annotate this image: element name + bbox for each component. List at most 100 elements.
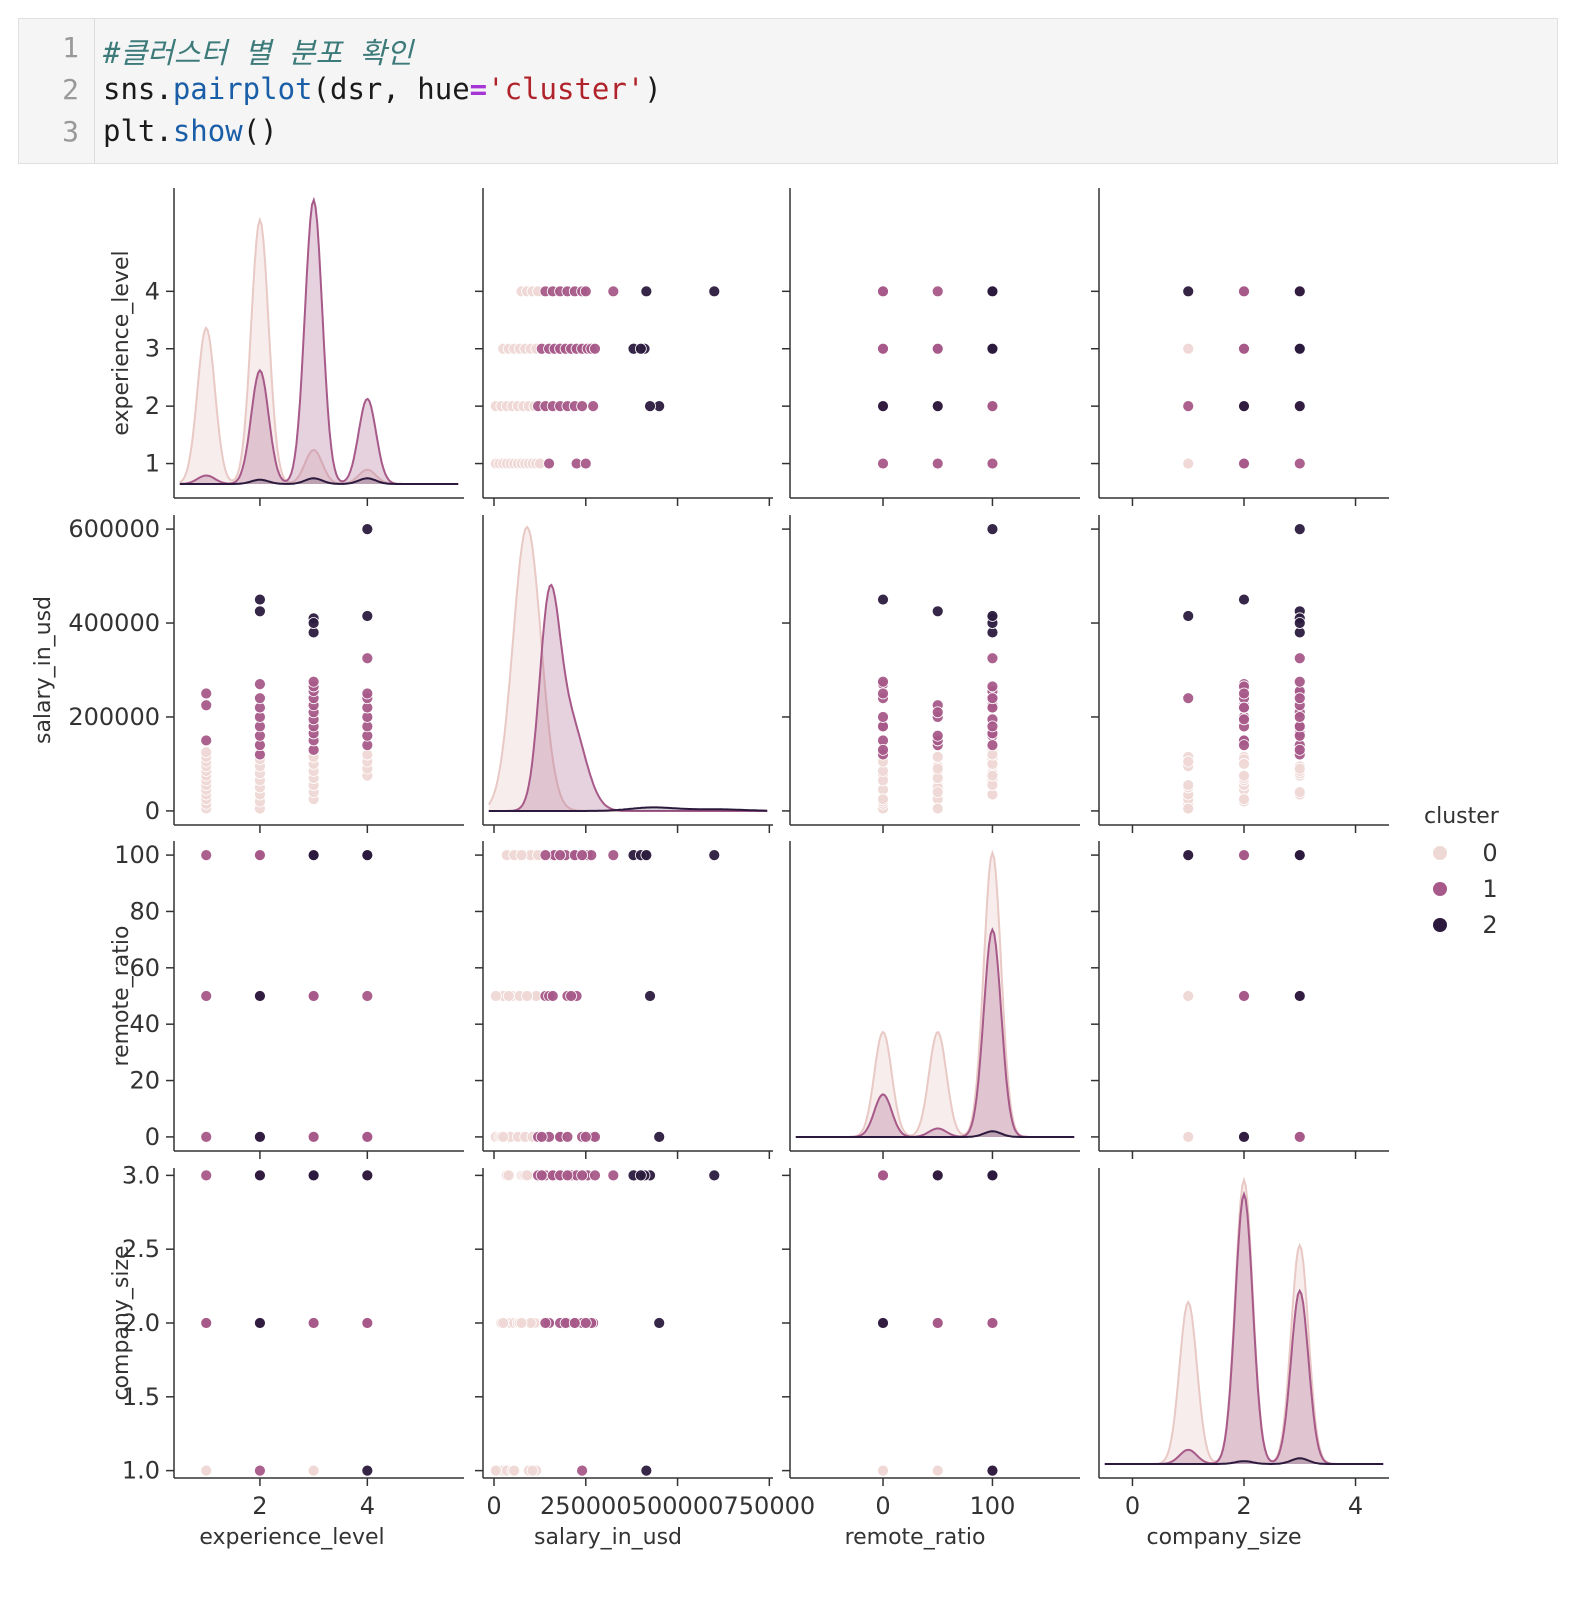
scatter-point-cluster-2 <box>644 990 656 1002</box>
y-tick-label: 4 <box>145 277 160 305</box>
scatter-point-cluster-1 <box>877 1169 889 1182</box>
scatter-point-cluster-0 <box>1182 342 1195 355</box>
legend-label: 1 <box>1482 875 1497 903</box>
x-tick-label: 750000 <box>724 1492 816 1520</box>
scatter-point-cluster-2 <box>1182 285 1195 298</box>
scatter-point-cluster-1 <box>200 1169 213 1182</box>
scatter-point-cluster-1 <box>931 729 944 742</box>
scatter-point-cluster-2 <box>361 1169 374 1182</box>
scatter-point-cluster-0 <box>931 1464 944 1477</box>
scatter-point-cluster-1 <box>986 400 999 413</box>
scatter-point-cluster-2 <box>1182 849 1195 861</box>
kde-area-cluster-0 <box>179 219 459 484</box>
scatter-point-cluster-1 <box>1182 692 1195 705</box>
kde-line-cluster-2 <box>179 477 459 485</box>
scatter-point-cluster-1 <box>307 990 320 1002</box>
scatter-point-cluster-1 <box>200 1131 213 1143</box>
code-token: sns. <box>103 72 173 106</box>
kde-area-cluster-0 <box>1104 1180 1384 1464</box>
subplot-remote_ratio-vs-experience_level <box>166 841 464 1159</box>
y-tick-label: 0 <box>145 797 160 825</box>
code-operator: = <box>469 72 488 106</box>
scatter-point-cluster-1 <box>877 675 889 688</box>
scatter-point-cluster-1 <box>254 849 266 861</box>
scatter-point-cluster-0 <box>877 793 889 806</box>
subplot-company_size-vs-experience_level <box>166 1168 464 1486</box>
scatter-point-cluster-0 <box>1182 779 1195 791</box>
code-cell[interactable]: 1 2 3 #클러스터 별 분포 확인 sns.pairplot(dsr, hu… <box>18 18 1558 164</box>
code-line-2[interactable]: sns.pairplot(dsr, hue='cluster') <box>103 72 662 106</box>
code-comment: #클러스터 별 분포 확인 <box>103 36 413 70</box>
scatter-point-cluster-2 <box>254 593 266 606</box>
scatter-point-cluster-2 <box>254 1131 266 1143</box>
scatter-point-cluster-2 <box>877 593 889 606</box>
subplot-salary_in_usd-vs-remote_ratio <box>782 515 1080 833</box>
scatter-point-cluster-0 <box>877 1464 889 1477</box>
subplot-experience_level-vs-remote_ratio <box>782 188 1080 506</box>
scatter-point-cluster-1 <box>361 687 374 700</box>
scatter-point-cluster-1 <box>561 1131 574 1143</box>
scatter-point-cluster-0 <box>931 762 944 775</box>
scatter-point-cluster-1 <box>589 342 601 355</box>
scatter-point-cluster-0 <box>931 750 944 763</box>
legend-marker-cluster-0 <box>1433 846 1447 860</box>
x-tick-label: 4 <box>1348 1492 1363 1520</box>
scatter-point-cluster-2 <box>634 342 647 355</box>
scatter-point-cluster-1 <box>1293 692 1306 705</box>
scatter-point-cluster-1 <box>1293 1131 1306 1143</box>
x-tick-label: 500000 <box>632 1492 724 1520</box>
scatter-point-cluster-2 <box>708 849 721 861</box>
scatter-point-cluster-1 <box>931 342 944 355</box>
scatter-point-cluster-1 <box>1238 713 1250 726</box>
scatter-point-cluster-1 <box>1182 400 1195 413</box>
scatter-point-cluster-1 <box>576 1169 589 1182</box>
scatter-point-cluster-1 <box>254 678 266 690</box>
scatter-point-cluster-1 <box>986 457 999 470</box>
scatter-point-cluster-2 <box>307 617 320 629</box>
scatter-point-cluster-1 <box>361 1317 374 1329</box>
legend-marker-cluster-1 <box>1433 882 1447 896</box>
scatter-point-cluster-2 <box>931 605 944 618</box>
scatter-point-cluster-1 <box>1293 675 1306 688</box>
scatter-point-cluster-0 <box>986 769 999 782</box>
scatter-point-cluster-1 <box>1293 652 1306 665</box>
kde-area-cluster-1 <box>795 929 1075 1137</box>
scatter-point-cluster-1 <box>307 675 320 688</box>
x-tick-label: 0 <box>486 1492 501 1520</box>
scatter-point-cluster-2 <box>361 849 374 861</box>
scatter-point-cluster-2 <box>931 1169 944 1182</box>
subplot-remote_ratio-vs-remote_ratio <box>789 841 1080 1159</box>
scatter-point-cluster-2 <box>1293 285 1306 298</box>
scatter-point-cluster-1 <box>539 849 552 861</box>
scatter-point-cluster-0 <box>1238 769 1250 782</box>
scatter-point-cluster-0 <box>1238 793 1250 806</box>
scatter-point-cluster-1 <box>931 285 944 298</box>
y-tick-label: 2.0 <box>122 1309 160 1337</box>
y-tick-label: 80 <box>129 897 160 925</box>
x-tick-label: 0 <box>875 1492 890 1520</box>
scatter-point-cluster-2 <box>986 1464 999 1477</box>
scatter-point-cluster-1 <box>307 1131 320 1143</box>
kde-area-cluster-1 <box>1104 1194 1384 1464</box>
code-line-3[interactable]: plt.show() <box>103 114 278 148</box>
line-number: 2 <box>62 73 79 106</box>
scatter-point-cluster-2 <box>254 990 266 1002</box>
scatter-point-cluster-2 <box>653 1317 666 1329</box>
scatter-point-cluster-1 <box>607 285 620 298</box>
scatter-point-cluster-1 <box>931 706 944 719</box>
code-line-1[interactable]: #클러스터 별 분포 확인 <box>103 30 413 72</box>
scatter-point-cluster-1 <box>200 734 213 747</box>
legend-label: 2 <box>1482 911 1497 939</box>
x-tick-label: 2 <box>1236 1492 1251 1520</box>
x-axis-label: company_size <box>1146 1525 1301 1550</box>
scatter-point-cluster-2 <box>1293 342 1306 355</box>
scatter-point-cluster-1 <box>1238 687 1250 700</box>
scatter-point-cluster-2 <box>1238 400 1250 413</box>
scatter-point-cluster-1 <box>535 1169 548 1182</box>
scatter-point-cluster-2 <box>254 605 266 618</box>
scatter-point-cluster-2 <box>1293 617 1306 629</box>
scatter-point-cluster-1 <box>877 342 889 355</box>
scatter-point-cluster-0 <box>307 1464 320 1477</box>
scatter-point-cluster-2 <box>361 523 374 535</box>
scatter-point-cluster-1 <box>986 680 999 693</box>
